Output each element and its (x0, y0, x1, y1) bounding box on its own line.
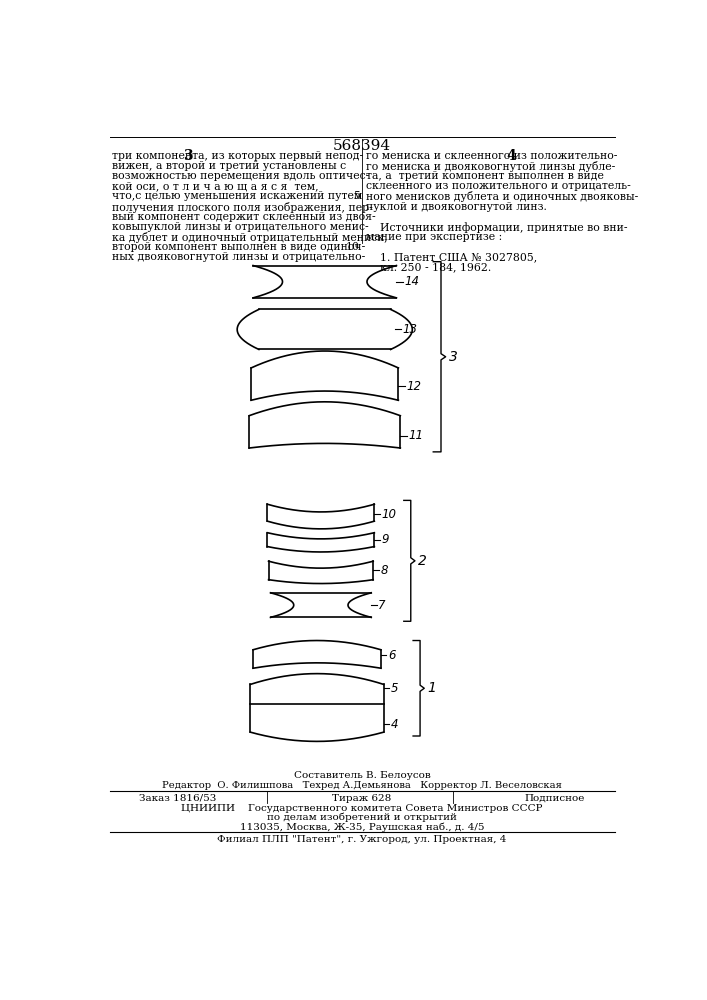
Text: 1. Патент США № 3027805,: 1. Патент США № 3027805, (366, 252, 537, 262)
Text: 5: 5 (353, 191, 360, 201)
Text: 113035, Москва, Ж-35, Раушская наб., д. 4/5: 113035, Москва, Ж-35, Раушская наб., д. … (240, 822, 484, 832)
Text: 1: 1 (427, 681, 436, 695)
Text: Редактор  О. Филишпова   Техред А.Демьянова   Корректор Л. Веселовская: Редактор О. Филишпова Техред А.Демьянова… (162, 781, 562, 790)
Text: 9: 9 (381, 533, 389, 546)
Text: что,с целью уменьшения искажений путем: что,с целью уменьшения искажений путем (112, 191, 362, 201)
Text: 7: 7 (378, 599, 386, 612)
Text: 3: 3 (449, 350, 457, 364)
Text: 6: 6 (388, 649, 395, 662)
Text: го мениска и склеенного из положительно-: го мениска и склеенного из положительно- (366, 151, 617, 161)
Text: кл. 250 - 184, 1962.: кл. 250 - 184, 1962. (366, 263, 491, 273)
Text: ных двояковогнутой линзы и отрицательно-: ных двояковогнутой линзы и отрицательно- (112, 252, 365, 262)
Text: пуклой и двояковогнутой линз.: пуклой и двояковогнутой линз. (366, 202, 547, 212)
Text: три компонента, из которых первый непод-: три компонента, из которых первый непод- (112, 151, 363, 161)
Text: получения плоского поля изображения, пер-: получения плоского поля изображения, пер… (112, 202, 373, 213)
Text: ковыпуклой линзы и отрицательного менис-: ковыпуклой линзы и отрицательного менис- (112, 222, 368, 232)
Text: 8: 8 (380, 564, 387, 577)
Text: 568394: 568394 (333, 139, 391, 153)
Text: 5: 5 (391, 682, 398, 695)
Text: Тираж 628: Тираж 628 (332, 794, 392, 803)
Text: 12: 12 (406, 380, 421, 393)
Text: мание при экспертизе :: мание при экспертизе : (366, 232, 502, 242)
Text: ЦНИИПИ    Государственного комитета Совета Министров СССР: ЦНИИПИ Государственного комитета Совета … (181, 804, 543, 813)
Text: Источники информации, принятые во вни-: Источники информации, принятые во вни- (366, 222, 627, 233)
Text: вый компонент содержит склеенный из двоя-: вый компонент содержит склеенный из двоя… (112, 212, 375, 222)
Text: 11: 11 (408, 429, 423, 442)
Text: 10: 10 (381, 508, 397, 521)
Text: Филиал ПЛП "Патент", г. Ужгород, ул. Проектная, 4: Филиал ПЛП "Патент", г. Ужгород, ул. Про… (217, 835, 507, 844)
Text: 4: 4 (506, 149, 515, 163)
Text: кой оси, о т л и ч а ю щ а я с я  тем,: кой оси, о т л и ч а ю щ а я с я тем, (112, 181, 318, 191)
Text: го мениска и двояковогнутой линзы дубле-: го мениска и двояковогнутой линзы дубле- (366, 161, 615, 172)
Text: второй компонент выполнен в виде одиноч-: второй компонент выполнен в виде одиноч- (112, 242, 365, 252)
Text: ка дублет и одиночный отрицательный мениск,: ка дублет и одиночный отрицательный мени… (112, 232, 387, 243)
Text: Подписное: Подписное (524, 794, 585, 803)
Text: склеенного из положительного и отрицатель-: склеенного из положительного и отрицател… (366, 181, 631, 191)
Text: 4: 4 (391, 718, 398, 731)
Text: 13: 13 (402, 323, 417, 336)
Text: 14: 14 (404, 275, 419, 288)
Text: 2: 2 (418, 554, 427, 568)
Text: вижен, а второй и третий установлены с: вижен, а второй и третий установлены с (112, 161, 346, 171)
Text: ного менисков дублета и одиночных двояковы-: ного менисков дублета и одиночных двояко… (366, 191, 638, 202)
Text: 10: 10 (346, 242, 360, 252)
Text: та, а  третий компонент выполнен в виде: та, а третий компонент выполнен в виде (366, 171, 604, 181)
Text: по делам изобретений и открытий: по делам изобретений и открытий (267, 813, 457, 822)
Text: Заказ 1816/53: Заказ 1816/53 (139, 794, 216, 803)
Text: 3: 3 (183, 149, 192, 163)
Text: возможностью перемещения вдоль оптичес-: возможностью перемещения вдоль оптичес- (112, 171, 369, 181)
Text: Составитель В. Белоусов: Составитель В. Белоусов (293, 771, 431, 780)
